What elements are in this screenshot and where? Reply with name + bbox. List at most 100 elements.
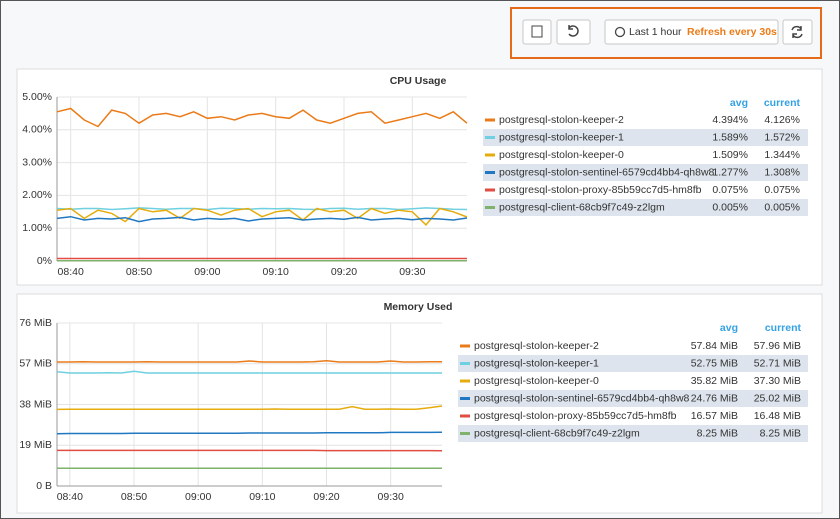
highlight xyxy=(510,7,822,59)
series-line xyxy=(56,431,443,435)
x-tick-label: 09:10 xyxy=(249,491,275,503)
legend-avg: 1.277% xyxy=(712,166,748,178)
legend-name: postgresql-stolon-keeper-1 xyxy=(474,357,599,369)
legend-row-bg xyxy=(458,355,808,372)
legend-avg: 8.25 MiB xyxy=(697,427,738,439)
legend-swatch xyxy=(460,344,470,348)
legend-avg: 1.589% xyxy=(712,131,748,143)
legend-name: postgresql-client-68cb9f7c49-z2lgm xyxy=(499,201,665,213)
x-tick-label: 09:30 xyxy=(399,266,425,278)
legend-name: postgresql-stolon-keeper-1 xyxy=(499,131,624,143)
legend-header: current xyxy=(764,97,801,109)
x-tick-label: 09:00 xyxy=(185,491,211,503)
legend-name: postgresql-stolon-proxy-85b59cc7d5-hm8fb xyxy=(499,184,702,196)
series-line xyxy=(56,215,468,223)
save-button[interactable] xyxy=(522,19,552,45)
legend-row-bg xyxy=(483,164,808,181)
legend-header: current xyxy=(765,322,802,334)
legend-current: 1.344% xyxy=(764,149,800,161)
x-tick-label: 09:20 xyxy=(313,491,339,503)
legend-row-bg xyxy=(458,390,808,407)
legend-swatch xyxy=(485,206,495,209)
legend-header: avg xyxy=(730,97,748,109)
legend-name: postgresql-stolon-keeper-0 xyxy=(474,375,599,387)
legend-current: 25.02 MiB xyxy=(754,392,801,404)
legend-current: 8.25 MiB xyxy=(760,427,801,439)
legend-swatch xyxy=(485,118,495,122)
legend-avg: 1.509% xyxy=(712,149,748,161)
y-tick-label: 76 MiB xyxy=(19,317,52,329)
legend-name: postgresql-stolon-keeper-0 xyxy=(499,149,624,161)
legend-avg: 16.57 MiB xyxy=(691,410,738,422)
panel-title: CPU Usage xyxy=(390,75,447,87)
legend-name: postgresql-stolon-keeper-2 xyxy=(474,340,599,352)
legend-name: postgresql-stolon-keeper-2 xyxy=(499,114,624,126)
save-icon xyxy=(531,25,543,38)
refresh-button[interactable] xyxy=(782,19,813,45)
series-line xyxy=(56,207,468,226)
series-line xyxy=(56,405,443,411)
y-tick-label: 19 MiB xyxy=(19,439,52,451)
legend-swatch xyxy=(485,136,495,139)
x-tick-label: 09:30 xyxy=(378,491,404,503)
y-tick-label: 5.00% xyxy=(22,91,52,103)
legend-current: 52.71 MiB xyxy=(754,357,801,369)
y-tick-label: 38 MiB xyxy=(19,398,52,410)
toolbar: Last 1 hour Refresh every 30s xyxy=(510,7,822,59)
x-tick-label: 09:00 xyxy=(194,266,220,278)
legend-name: postgresql-stolon-sentinel-6579cd4bb4-qh… xyxy=(474,392,690,404)
x-tick-label: 08:40 xyxy=(58,266,84,278)
legend-current: 37.30 MiB xyxy=(754,375,801,387)
legend-row-bg xyxy=(483,129,808,146)
legend-avg: 0.005% xyxy=(712,201,748,213)
legend-row-bg xyxy=(483,199,808,216)
legend-header: avg xyxy=(720,322,738,334)
legend-name: postgresql-stolon-proxy-85b59cc7d5-hm8fb xyxy=(474,410,677,422)
y-tick-label: 1.00% xyxy=(22,222,52,234)
legend-avg: 57.84 MiB xyxy=(691,340,738,352)
legend-swatch xyxy=(485,153,495,157)
series-line xyxy=(56,370,442,374)
y-tick-label: 0 B xyxy=(36,480,52,492)
y-tick-label: 0% xyxy=(37,255,52,267)
legend-swatch xyxy=(485,171,495,174)
panel-title: Memory Used xyxy=(384,301,453,313)
legend-swatch xyxy=(460,432,470,435)
clock-icon xyxy=(614,26,626,38)
refresh-icon xyxy=(791,25,803,39)
legend-avg: 52.75 MiB xyxy=(691,357,738,369)
x-tick-label: 09:20 xyxy=(331,266,357,278)
y-tick-label: 2.00% xyxy=(22,189,52,201)
legend-row-bg xyxy=(458,425,808,442)
legend-swatch xyxy=(460,379,470,383)
x-tick-label: 09:10 xyxy=(263,266,289,278)
refresh-interval: Refresh every 30s xyxy=(687,26,777,38)
legend-swatch xyxy=(460,414,470,418)
legend-current: 57.96 MiB xyxy=(754,340,801,352)
legend-current: 0.075% xyxy=(764,184,800,196)
legend-current: 16.48 MiB xyxy=(754,410,801,422)
legend-current: 0.005% xyxy=(764,201,800,213)
legend-name: postgresql-client-68cb9f7c49-z2lgm xyxy=(474,427,640,439)
x-tick-label: 08:50 xyxy=(121,491,147,503)
legend-current: 4.126% xyxy=(764,114,800,126)
x-tick-label: 08:50 xyxy=(126,266,152,278)
time-picker[interactable] xyxy=(604,19,779,45)
time-range: Last 1 hour xyxy=(629,26,682,38)
legend-swatch xyxy=(485,188,495,192)
legend-swatch xyxy=(460,397,470,400)
legend-current: 1.572% xyxy=(764,131,800,143)
revert-button[interactable] xyxy=(556,19,591,45)
y-tick-label: 57 MiB xyxy=(19,358,52,370)
legend-swatch xyxy=(460,362,470,365)
legend-avg: 4.394% xyxy=(712,114,748,126)
legend-current: 1.308% xyxy=(764,166,800,178)
x-tick-label: 08:40 xyxy=(57,491,83,503)
series-line xyxy=(57,359,443,363)
y-tick-label: 4.00% xyxy=(22,124,52,136)
series-line xyxy=(56,107,468,128)
legend-name: postgresql-stolon-sentinel-6579cd4bb4-qh… xyxy=(499,166,715,178)
y-tick-label: 3.00% xyxy=(22,156,52,168)
legend-avg: 24.76 MiB xyxy=(691,392,738,404)
